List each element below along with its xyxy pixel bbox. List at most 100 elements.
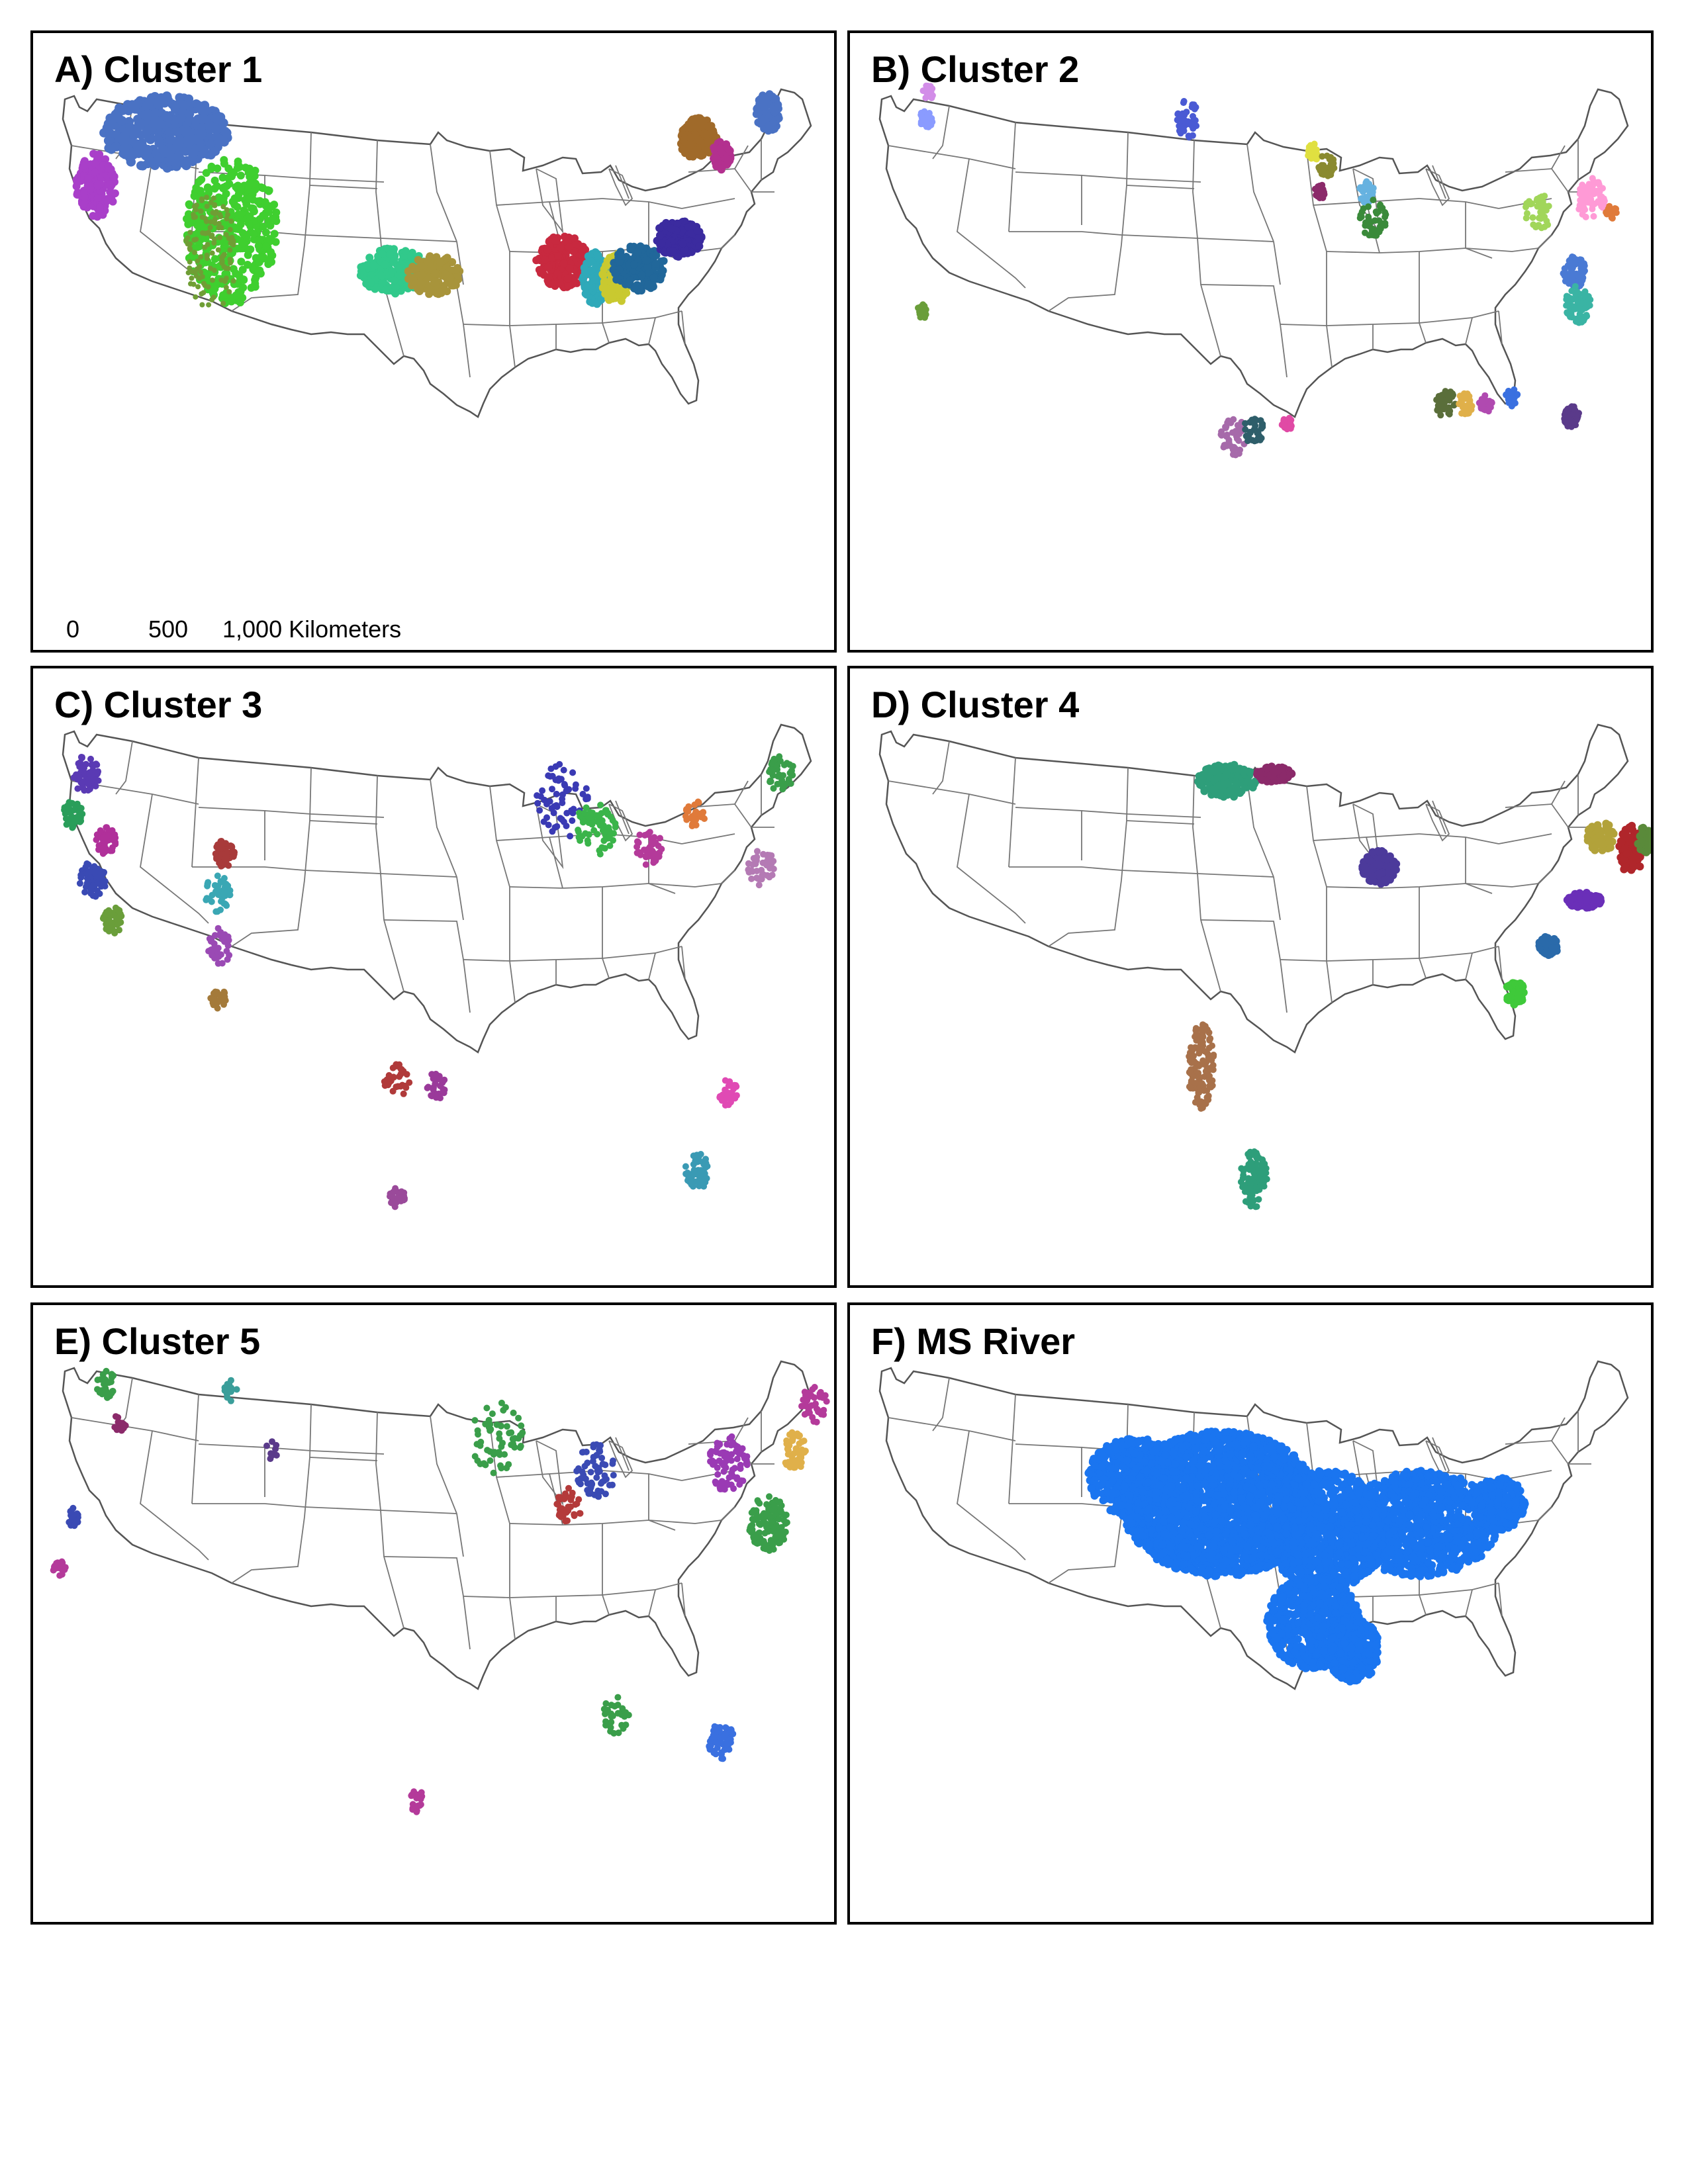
state-boundary	[191, 757, 199, 868]
site-point	[76, 880, 83, 887]
site-point	[1568, 259, 1575, 267]
site-point	[1571, 283, 1579, 290]
site-point	[1608, 827, 1617, 836]
site-point	[188, 281, 193, 287]
site-point	[261, 198, 269, 206]
site-point	[543, 814, 550, 821]
site-point	[209, 232, 215, 238]
scale-bar: 0 500 1,000 Kilometers	[53, 615, 450, 650]
site-point	[710, 129, 718, 138]
site-point	[223, 265, 229, 271]
site-point	[1374, 846, 1382, 855]
site-point	[198, 254, 204, 260]
site-point	[212, 850, 219, 857]
site-point	[673, 219, 682, 228]
state-boundary	[734, 145, 749, 169]
state-boundary	[380, 238, 457, 242]
site-point	[208, 200, 214, 205]
site-point	[722, 154, 730, 162]
site-point	[86, 770, 93, 778]
state-boundary	[681, 833, 735, 844]
site-point	[704, 122, 712, 131]
scale-label-500: 500	[148, 615, 189, 643]
site-point	[443, 253, 451, 262]
state-boundary	[734, 780, 749, 805]
site-point	[748, 875, 755, 882]
site-point	[544, 273, 553, 281]
state-boundary	[1326, 883, 1466, 889]
site-point	[556, 243, 565, 251]
site-point	[758, 876, 765, 883]
site-point	[1563, 302, 1570, 309]
site-point	[1246, 768, 1255, 776]
state-boundary	[1498, 946, 1503, 980]
site-point	[432, 1070, 440, 1077]
site-point	[214, 908, 221, 915]
site-point	[211, 185, 219, 193]
site-point	[604, 811, 612, 818]
site-point	[669, 247, 677, 255]
site-point	[254, 197, 262, 206]
site-point	[206, 302, 212, 308]
site-point	[710, 154, 718, 163]
state-boundary	[1465, 317, 1473, 345]
site-point	[81, 889, 89, 895]
us-basemap	[878, 82, 1629, 459]
site-point	[564, 282, 573, 291]
us-basemap	[62, 88, 812, 418]
state-boundary	[309, 820, 378, 825]
site-point	[611, 269, 620, 278]
site-point	[72, 182, 81, 191]
site-point	[571, 241, 579, 250]
site-point	[678, 226, 686, 234]
site-point	[357, 267, 365, 275]
site-point	[783, 760, 790, 767]
site-point	[572, 785, 579, 792]
site-point	[395, 1194, 402, 1201]
state-boundary	[140, 794, 209, 924]
site-point	[389, 1064, 397, 1071]
site-point	[536, 807, 543, 814]
site-point	[211, 236, 217, 242]
site-point	[107, 165, 115, 173]
site-point	[403, 1071, 410, 1078]
site-point	[92, 776, 99, 784]
site-point	[1286, 414, 1293, 422]
site-point	[1179, 110, 1186, 117]
site-point	[577, 837, 584, 844]
state-boundary	[1081, 810, 1201, 818]
site-point	[1370, 197, 1377, 204]
site-point	[561, 782, 569, 789]
state-boundary	[681, 198, 735, 209]
site-point	[191, 204, 197, 210]
site-point	[199, 198, 205, 204]
site-point	[261, 228, 270, 237]
site-point	[66, 799, 73, 806]
site-point	[1437, 406, 1444, 414]
site-point	[582, 283, 590, 291]
site-point	[189, 148, 199, 158]
site-point	[453, 271, 462, 280]
site-point	[545, 772, 552, 779]
site-point	[1582, 304, 1589, 312]
state-boundary	[1008, 122, 1016, 232]
site-point	[1200, 787, 1209, 796]
site-point	[218, 933, 226, 940]
state-boundary	[1048, 244, 1122, 312]
site-point	[1605, 208, 1612, 215]
site-point	[106, 188, 115, 196]
site-point	[1229, 446, 1237, 453]
site-point	[215, 247, 221, 253]
site-point	[79, 161, 88, 170]
site-point	[587, 266, 596, 275]
site-point	[643, 256, 651, 265]
site-point	[1364, 854, 1373, 863]
site-point	[1174, 116, 1181, 124]
site-point	[917, 314, 924, 321]
site-point	[212, 216, 218, 222]
site-point	[238, 239, 246, 248]
site-point	[596, 847, 603, 854]
state-boundary	[264, 810, 385, 818]
site-point	[769, 94, 778, 103]
site-point	[1374, 227, 1380, 234]
